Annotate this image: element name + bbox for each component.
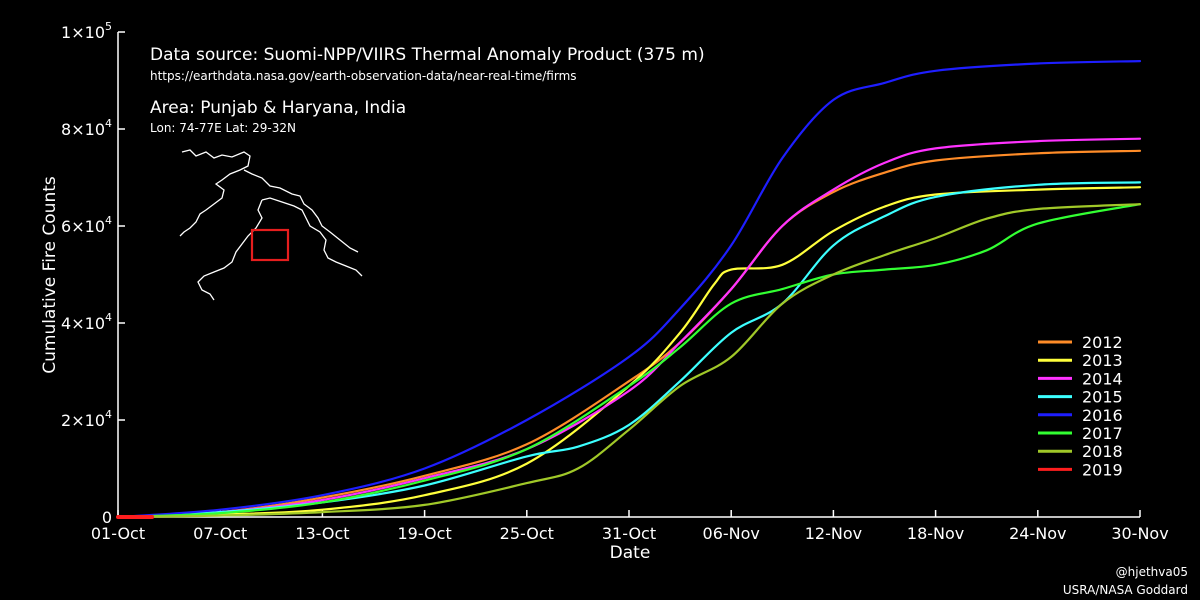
y-tick-exponent: 4 xyxy=(105,311,112,324)
y-tick-exponent: 4 xyxy=(105,117,112,130)
series-line-2016 xyxy=(116,60,1142,519)
series-line-2014 xyxy=(116,137,1142,519)
map-border-line xyxy=(243,169,359,253)
x-axis-label: Date xyxy=(610,543,651,563)
legend-label-2015: 2015 xyxy=(1082,388,1123,407)
y-tick-label: 1×105 xyxy=(61,20,112,42)
legend-label-2019: 2019 xyxy=(1082,460,1123,479)
y-axis-label: Cumulative Fire Counts xyxy=(40,176,60,374)
area-text: Area: Punjab & Haryana, India xyxy=(150,98,406,118)
x-tick-label: 24-Nov xyxy=(1009,524,1066,543)
x-tick-label: 18-Nov xyxy=(907,524,964,543)
x-tick-label: 07-Oct xyxy=(193,524,247,543)
x-tick-label: 06-Nov xyxy=(703,524,760,543)
y-tick-exponent: 5 xyxy=(105,20,112,33)
series-line-2017 xyxy=(116,203,1142,519)
legend-label-2013: 2013 xyxy=(1082,351,1123,370)
legend-label-2014: 2014 xyxy=(1082,369,1123,388)
x-tick-label: 25-Oct xyxy=(500,524,554,543)
region-map-inset xyxy=(179,149,363,301)
map-border-line xyxy=(261,197,363,277)
series-line-2013 xyxy=(116,186,1142,519)
x-tick-label: 19-Oct xyxy=(397,524,451,543)
x-tick-label: 13-Oct xyxy=(295,524,349,543)
x-tick-label: 31-Oct xyxy=(602,524,656,543)
series-line-2018 xyxy=(116,203,1142,519)
y-tick-label: 6×104 xyxy=(61,214,112,236)
x-tick-label: 01-Oct xyxy=(91,524,145,543)
y-tick-label: 4×104 xyxy=(61,311,112,333)
legend-label-2018: 2018 xyxy=(1082,442,1123,461)
x-tick-label: 30-Nov xyxy=(1111,524,1168,543)
map-border-line xyxy=(179,149,251,237)
y-tick-label: 0 xyxy=(102,508,112,527)
legend-label-2017: 2017 xyxy=(1082,424,1123,443)
y-tick-exponent: 4 xyxy=(105,408,112,421)
legend-label-2016: 2016 xyxy=(1082,406,1123,425)
y-tick-exponent: 4 xyxy=(105,214,112,227)
data-url-text: https://earthdata.nasa.gov/earth-observa… xyxy=(150,69,577,83)
legend-label-2012: 2012 xyxy=(1082,333,1123,352)
coords-text: Lon: 74-77E Lat: 29-32N xyxy=(150,121,296,135)
y-tick-label: 2×104 xyxy=(61,408,112,430)
study-area-box xyxy=(250,228,290,262)
credit-org-text: USRA/NASA Goddard xyxy=(1063,583,1188,597)
y-tick-label: 8×104 xyxy=(61,117,112,139)
map-border-line xyxy=(197,199,263,301)
credit-handle-text: @hjethva05 xyxy=(1116,565,1188,579)
x-tick-label: 12-Nov xyxy=(805,524,862,543)
data-source-text: Data source: Suomi-NPP/VIIRS Thermal Ano… xyxy=(150,45,705,65)
